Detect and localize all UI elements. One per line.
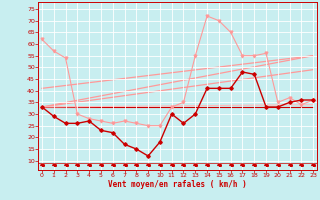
X-axis label: Vent moyen/en rafales ( km/h ): Vent moyen/en rafales ( km/h ): [108, 180, 247, 189]
